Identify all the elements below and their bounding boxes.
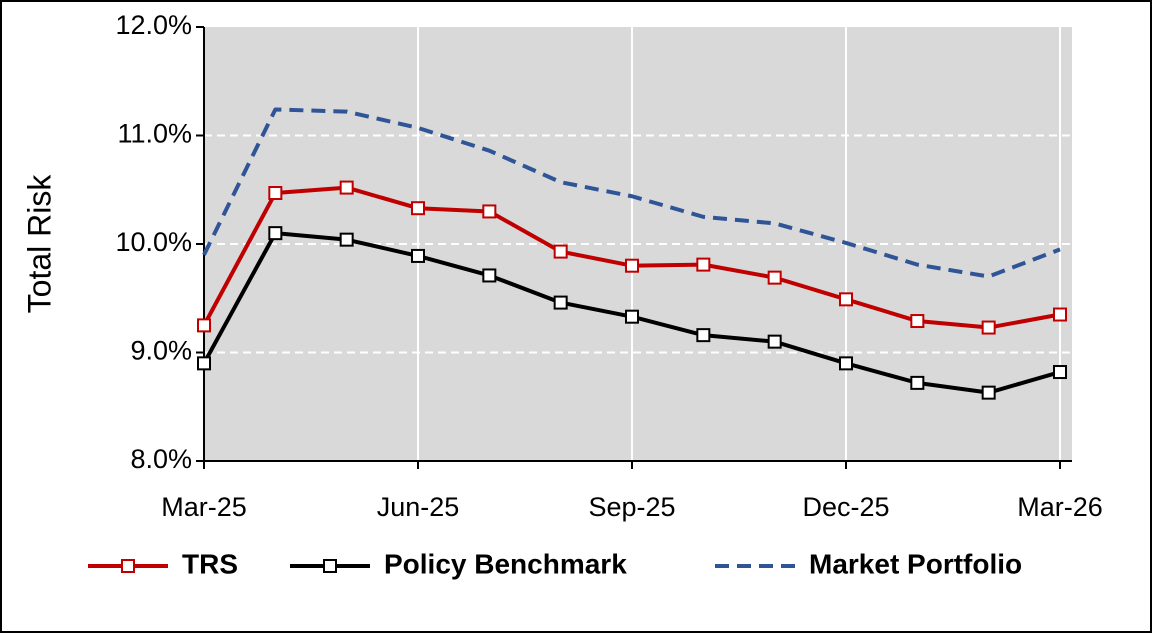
marker [696, 328, 711, 343]
marker [411, 248, 425, 263]
marker [1053, 365, 1067, 380]
marker [553, 244, 568, 259]
marker [625, 309, 639, 324]
marker [839, 356, 853, 371]
marker [339, 232, 354, 247]
marker [339, 180, 354, 195]
marker [625, 258, 639, 273]
marker [767, 334, 782, 349]
x-tick-label: Dec-25 [802, 492, 889, 522]
y-tick-label: 12.0% [115, 10, 192, 40]
x-tick-label: Sep-25 [588, 492, 675, 522]
y-tick-label: 11.0% [117, 119, 192, 149]
x-tick-label: Mar-25 [161, 492, 247, 522]
legend-label: Market Portfolio [809, 548, 1022, 579]
legend-label: TRS [182, 548, 238, 579]
y-axis-label: Total Risk [21, 174, 57, 314]
marker [411, 201, 425, 216]
marker [197, 318, 211, 333]
x-tick-label: Mar-26 [1017, 492, 1103, 522]
marker [910, 314, 925, 329]
marker [1053, 307, 1067, 322]
x-tick-label: Jun-25 [377, 492, 460, 522]
legend-marker [121, 559, 135, 573]
marker [268, 186, 283, 201]
marker [197, 356, 211, 371]
marker [696, 257, 711, 272]
marker [839, 292, 853, 307]
y-tick-label: 8.0% [130, 444, 192, 474]
legend-label: Policy Benchmark [384, 548, 627, 579]
y-tick-label: 10.0% [115, 227, 192, 257]
marker [482, 204, 497, 219]
marker [981, 320, 996, 335]
marker [767, 270, 782, 285]
legend-marker [323, 559, 337, 573]
y-tick-label: 9.0% [130, 336, 192, 366]
marker [482, 268, 497, 283]
marker [268, 226, 283, 241]
marker [910, 375, 925, 390]
marker [981, 385, 996, 400]
series-line [202, 107, 1061, 279]
marker [553, 295, 568, 310]
